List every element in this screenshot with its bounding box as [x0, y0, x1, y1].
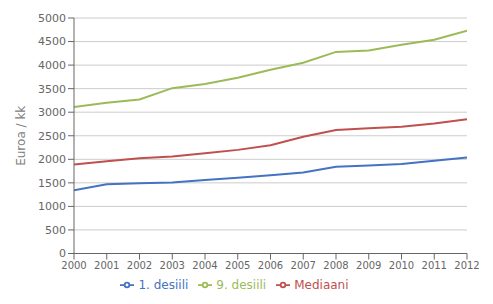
svg-text:3500: 3500 [38, 83, 66, 96]
svg-text:4000: 4000 [38, 59, 66, 72]
svg-text:2003: 2003 [160, 260, 185, 271]
svg-text:5000: 5000 [38, 12, 66, 25]
svg-text:2000: 2000 [61, 260, 86, 271]
svg-text:2006: 2006 [258, 260, 283, 271]
svg-text:2010: 2010 [389, 260, 414, 271]
svg-text:2005: 2005 [225, 260, 250, 271]
svg-text:2001: 2001 [94, 260, 119, 271]
svg-text:2007: 2007 [291, 260, 316, 271]
svg-text:2002: 2002 [127, 260, 152, 271]
svg-text:2004: 2004 [192, 260, 217, 271]
svg-text:1500: 1500 [38, 177, 66, 190]
svg-text:2011: 2011 [422, 260, 447, 271]
svg-text:1000: 1000 [38, 200, 66, 213]
svg-text:2008: 2008 [323, 260, 348, 271]
svg-text:2000: 2000 [38, 153, 66, 166]
svg-text:500: 500 [45, 224, 66, 237]
svg-text:2012: 2012 [454, 260, 479, 271]
svg-text:3000: 3000 [38, 106, 66, 119]
html-text:Mediaani: Mediaani [294, 277, 349, 292]
svg-text:2500: 2500 [38, 130, 66, 143]
svg-text:Euroa / kk: Euroa / kk [14, 106, 28, 166]
html-text:1. desiili: 1. desiili [138, 277, 189, 292]
svg-text:0: 0 [59, 247, 66, 260]
html-text:9. desiili: 9. desiili [216, 277, 267, 292]
svg-text:4500: 4500 [38, 35, 66, 48]
svg-text:2009: 2009 [356, 260, 381, 271]
